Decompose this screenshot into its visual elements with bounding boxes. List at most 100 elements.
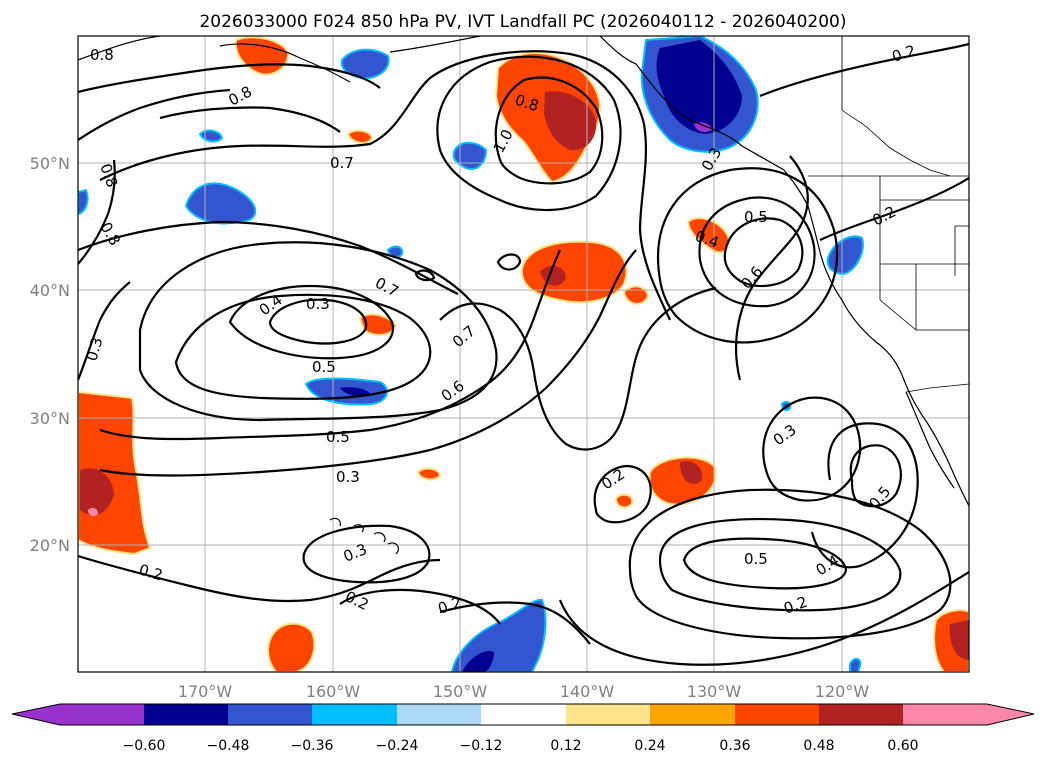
contour-0.5-east-low — [723, 217, 804, 288]
contour-0.6-mid — [138, 241, 498, 422]
pv-positive-spot-west-pink — [88, 507, 98, 517]
lon-tick-label: 140°W — [560, 682, 615, 701]
contour-0.5-south — [682, 537, 848, 590]
lon-tick-label: 160°W — [306, 682, 361, 701]
lat-tick-label: 30°N — [30, 409, 70, 428]
lon-tick-labels: 170°W 160°W 150°W 140°W 130°W 120°W — [178, 682, 870, 701]
contour-0.2-spot — [496, 253, 522, 271]
contour-0.2-west — [78, 554, 441, 603]
pv-negative-core-bc — [656, 40, 742, 134]
pv-negative-core-mid — [340, 387, 370, 396]
contour-0.4-east — [734, 155, 809, 381]
contour-label: 0.5 — [326, 428, 350, 446]
contour-0.5-east — [657, 167, 839, 344]
colorbar: −0.60 −0.48 −0.36 −0.24 −0.12 0.12 0.24 … — [11, 703, 1035, 754]
colorbar-cells — [60, 704, 987, 725]
coastline-baja — [905, 391, 955, 489]
contour-0.7-big — [99, 50, 671, 321]
chart-title: 2026033000 F024 850 hPa PV, IVT Landfall… — [199, 12, 846, 32]
contour-0.3-low — [268, 298, 368, 345]
colorbar-ticks: −0.60 −0.48 −0.36 −0.24 −0.12 0.12 0.24 … — [123, 738, 919, 754]
lon-tick-label: 120°W — [815, 682, 870, 701]
pv-shading — [78, 36, 969, 672]
pv-negative-core-south — [462, 650, 494, 672]
pv-positive-spot-e — [346, 129, 374, 144]
colorbar-cell — [819, 704, 903, 725]
contour-label: 0.3 — [306, 295, 330, 313]
colorbar-tick-label: 0.36 — [719, 738, 750, 754]
colorbar-extend-high — [987, 704, 1034, 725]
contour-0.5-long — [99, 249, 562, 441]
contour-1.0-ridge — [494, 76, 604, 185]
pv-negative-spot-bc-purple — [694, 122, 712, 132]
contour-0.3-south — [628, 488, 952, 640]
coastline-alaska — [78, 36, 481, 83]
colorbar-cell — [228, 704, 312, 725]
colorbar-tick-label: 0.48 — [803, 738, 834, 754]
colorbar-tick-label: 0.60 — [887, 738, 918, 754]
border-alaska-canada — [841, 36, 951, 177]
contour-label: 0.2 — [137, 561, 165, 585]
colorbar-tick-label: 0.12 — [550, 738, 581, 754]
map-frame — [77, 35, 970, 673]
contour-label: 0.3 — [336, 468, 360, 486]
pv-positive-spot-b — [614, 493, 634, 509]
pv-contours — [78, 42, 969, 666]
colorbar-tick-label: 0.24 — [634, 738, 665, 754]
contour-label: 0.5 — [744, 208, 768, 226]
contour-0.8-ridge — [436, 55, 622, 212]
pv-positive-spot-c — [358, 313, 398, 336]
map-panel: 0.8 0.8 0.8 0.8 1.0 0.7 0.8 0.2 0.5 0.4 … — [77, 35, 970, 673]
pv-positive-region-ne-pac — [520, 240, 628, 304]
coastline-north-america — [599, 36, 969, 507]
contour-0.5-se-inner — [849, 444, 902, 508]
colorbar-outline — [11, 703, 1035, 726]
colorbar-cell — [397, 704, 481, 725]
pv-positive-spot-a — [622, 285, 650, 305]
contour-label: 0.8 — [90, 46, 114, 64]
pv-positive-region-sw — [267, 622, 316, 672]
contour-0.2-southwest — [339, 588, 501, 625]
pv-negative-region-south — [450, 598, 547, 672]
colorbar-cell — [903, 704, 987, 725]
colorbar-cell — [60, 704, 144, 725]
contour-0.5-west — [78, 220, 459, 295]
contour-0.4-low — [228, 284, 395, 360]
pv-negative-spot-a — [452, 141, 488, 170]
contour-0.3-left — [78, 281, 131, 381]
lon-tick-label: 170°W — [178, 682, 233, 701]
contour-0.3-long — [99, 249, 637, 477]
lat-tick-label: 20°N — [30, 536, 70, 555]
colorbar-cell — [481, 704, 566, 725]
colorbar-cell — [312, 704, 397, 725]
contour-0.8-north — [78, 63, 381, 94]
contour-label: 0.5 — [744, 550, 768, 568]
pv-positive-core-bc — [544, 91, 597, 151]
pv-positive-core-central — [680, 460, 703, 484]
contour-label: 0.7 — [330, 154, 354, 172]
lat-tick-label: 50°N — [30, 154, 70, 173]
lon-tick-label: 130°W — [687, 682, 742, 701]
coastlines — [78, 36, 969, 555]
pv-positive-spot-f — [416, 467, 442, 481]
contour-0.5-low — [174, 293, 432, 400]
lat-tick-label: 40°N — [30, 281, 70, 300]
colorbar-cell — [144, 704, 228, 725]
colorbar-cell — [735, 704, 819, 725]
pv-negative-spot-g — [849, 658, 862, 672]
contour-0.8-left — [78, 159, 116, 265]
contour-0.2-south — [558, 571, 969, 666]
political-borders — [808, 36, 969, 393]
colorbar-tick-label: −0.48 — [207, 738, 250, 754]
colorbar-extend-low — [12, 704, 60, 725]
colorbar-tick-label: −0.60 — [123, 738, 166, 754]
contour-0.7-spot — [414, 269, 436, 282]
pv-positive-core-west — [80, 468, 114, 516]
contour-0.7-trough — [439, 286, 717, 451]
colorbar-tick-label: −0.12 — [460, 738, 503, 754]
contour-0.2-mid — [593, 464, 652, 524]
colorbar-tick-label: −0.24 — [376, 738, 419, 754]
colorbar-tick-label: −0.36 — [291, 738, 334, 754]
colorbar-cell — [650, 704, 735, 725]
